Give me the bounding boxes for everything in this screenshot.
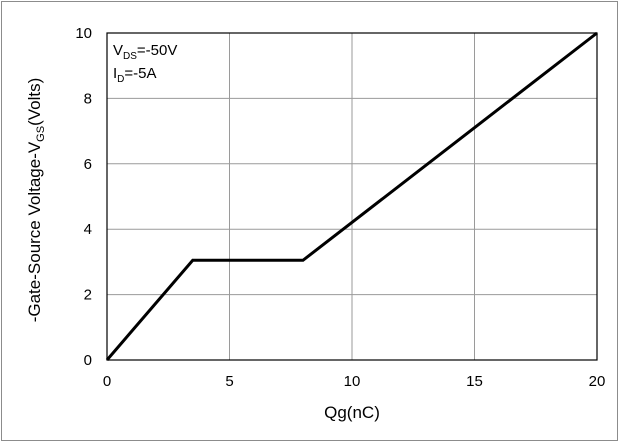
x-tick-label: 10 (344, 373, 361, 390)
annotation-vds: VDS=-50V (113, 42, 177, 62)
series-line (105, 31, 598, 361)
x-tick-label: 0 (103, 373, 111, 390)
x-axis-title: Qg(nC) (324, 403, 380, 422)
y-tick-label: 8 (84, 90, 92, 107)
annotation-id: ID=-5A (113, 65, 157, 85)
y-tick-label: 4 (84, 221, 92, 238)
y-tick-labels: 0 2 4 6 8 10 (75, 25, 92, 369)
grid (106, 32, 598, 361)
y-tick-label: 0 (84, 352, 92, 369)
x-tick-label: 5 (225, 373, 233, 390)
plot-area-border (106, 32, 598, 361)
y-tick-label: 2 (84, 287, 92, 304)
x-tick-label: 15 (466, 373, 483, 390)
y-axis-title: -Gate-Source Voltage-VGS(Volts) (25, 78, 47, 323)
y-tick-label: 10 (75, 25, 92, 42)
x-tick-label: 20 (589, 373, 606, 390)
y-tick-label: 6 (84, 156, 92, 173)
x-tick-labels: 0 5 10 15 20 (103, 373, 606, 390)
